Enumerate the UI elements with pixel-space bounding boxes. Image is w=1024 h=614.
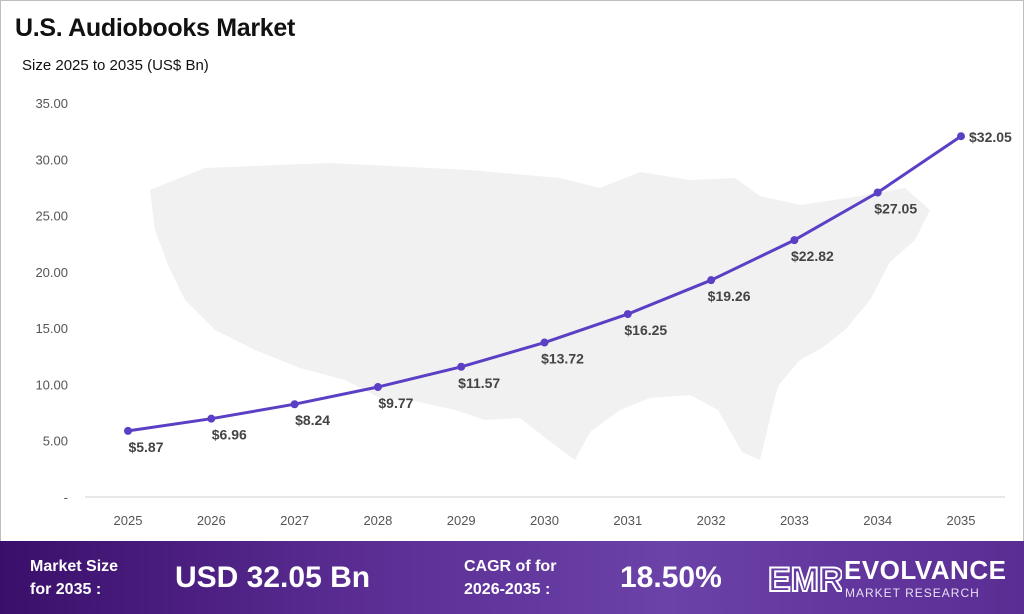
emr-logo-mark: EMR: [768, 561, 842, 599]
cagr-label: CAGR of for 2026-2035 :: [464, 555, 556, 601]
chart-subtitle: Size 2025 to 2035 (US$ Bn): [22, 57, 209, 74]
data-label: $27.05: [874, 200, 917, 216]
data-point: [623, 310, 632, 319]
data-label: $8.24: [295, 412, 330, 428]
data-point: [373, 383, 382, 392]
cagr-value: 18.50%: [620, 561, 722, 594]
y-tick-label: 30.00: [35, 152, 68, 167]
y-tick-label: 5.00: [43, 434, 68, 449]
data-point: [873, 188, 882, 197]
data-point: [540, 338, 549, 347]
x-tick-label: 2026: [197, 513, 226, 528]
x-tick-label: 2029: [447, 513, 476, 528]
cagr-label-line1: CAGR of for: [464, 558, 557, 575]
data-label: $11.57: [458, 375, 500, 391]
x-tick-label: 2030: [530, 513, 559, 528]
data-label: $13.72: [541, 351, 584, 367]
y-tick-label: 20.00: [35, 265, 68, 280]
data-label: $32.05: [969, 129, 1012, 145]
brand-tagline: MARKET RESEARCH: [845, 586, 980, 600]
x-tick-label: 2033: [780, 513, 809, 528]
data-point: [290, 400, 299, 409]
data-point: [707, 276, 716, 285]
y-tick-label: 10.00: [35, 377, 68, 392]
data-label: $22.82: [791, 248, 834, 264]
y-tick-label: 35.00: [35, 96, 68, 111]
market-size-label: Market Size for 2035 :: [30, 555, 118, 601]
x-tick-label: 2031: [613, 513, 642, 528]
x-tick-label: 2025: [114, 513, 143, 528]
x-tick-label: 2027: [280, 513, 309, 528]
data-point: [207, 414, 216, 423]
evolvance-logo: EMR EVOLVANCE MARKET RESEARCH: [766, 551, 1006, 605]
cagr-label-line2: 2026-2035 :: [464, 581, 551, 598]
x-tick-label: 2035: [947, 513, 976, 528]
data-label: $19.26: [708, 288, 751, 304]
data-point: [957, 132, 965, 141]
data-point: [457, 362, 466, 371]
y-tick-label: -: [64, 490, 68, 505]
us-map-silhouette: [150, 163, 930, 460]
data-label: $16.25: [624, 322, 667, 338]
y-tick-label: 15.00: [35, 321, 68, 336]
x-tick-label: 2032: [697, 513, 726, 528]
brand-name: EVOLVANCE: [844, 555, 1007, 585]
data-point: [124, 426, 132, 435]
data-point: [790, 236, 799, 245]
market-size-label-line2: for 2035 :: [30, 581, 102, 598]
data-label: $6.96: [212, 427, 247, 443]
summary-footer: Market Size for 2035 : USD 32.05 Bn CAGR…: [0, 541, 1024, 614]
market-size-value: USD 32.05 Bn: [175, 561, 371, 594]
emr-logo-icon: EMR: [767, 560, 845, 600]
chart-title: U.S. Audiobooks Market: [15, 14, 296, 42]
x-tick-label: 2034: [863, 513, 892, 528]
data-label: $9.77: [378, 395, 413, 411]
line-chart: - 5.00 10.00 15.00 20.00 25.00 30.00 35.00 2025 2…: [35, 96, 1012, 528]
data-label: $5.87: [128, 439, 163, 455]
x-tick-label: 2028: [363, 513, 392, 528]
market-size-label-line1: Market Size: [30, 558, 119, 575]
y-tick-label: 25.00: [35, 209, 68, 224]
